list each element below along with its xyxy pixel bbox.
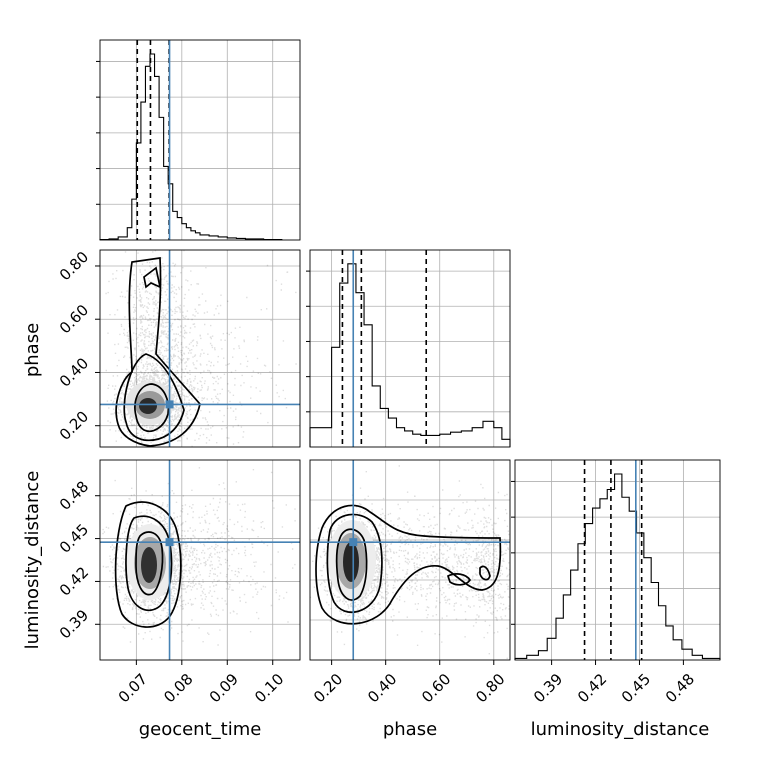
- scatter-phase-distance-contour-0: [315, 504, 502, 625]
- scatter-time-phase-truth-marker: [165, 400, 174, 409]
- hist-geocent-time-bin-19: [200, 235, 209, 240]
- hist-phase-bin-2: [332, 347, 340, 447]
- hist-geocent-time-bin-18: [195, 233, 200, 240]
- hist-phase-bin-14: [429, 435, 440, 447]
- scatter-time-distance-density-2: [141, 547, 157, 583]
- hist-luminosity-distance-bin-22: [692, 655, 702, 660]
- scatter-time-distance-contour-1: [125, 515, 173, 612]
- y-axis-label-luminosity-distance: luminosity_distance: [22, 471, 43, 650]
- y-axis-label-phase: phase: [22, 323, 43, 377]
- hist-phase-bin-13: [421, 435, 429, 447]
- hist-geocent-time-bin-7: [145, 66, 150, 240]
- hist-luminosity-distance-bin-5: [563, 595, 570, 660]
- hist-geocent-time-bin-13: [173, 211, 178, 240]
- scatter-phase-distance-contour-3: [446, 573, 472, 586]
- scatter-time-phase-density-2: [139, 398, 157, 414]
- hist-phase-frame: [309, 249, 511, 448]
- scatter-phase-distance-truth-marker: [349, 538, 358, 547]
- scatter-time-phase-scatter-group: [100, 250, 297, 447]
- hist-geocent-time-frame: [99, 39, 301, 241]
- hist-phase-bin-19: [483, 421, 494, 447]
- hist-phase-bin-3: [340, 283, 348, 447]
- scatter-phase-distance-contour-1: [326, 513, 383, 613]
- scatter-time-distance-frame: [99, 459, 301, 661]
- hist-geocent-time-bin-9: [155, 76, 160, 240]
- panels: 0.39 0.42 0.45 0.480.200.400.600.800.390.42…: [56, 39, 721, 706]
- hist-luminosity-distance-bin-4: [556, 618, 563, 660]
- hist-luminosity-distance-bin-10: [600, 499, 607, 660]
- hist-luminosity-distance-bin-1: [527, 655, 539, 660]
- hist-phase-bin-8: [380, 408, 388, 447]
- hist-phase-bin-7: [372, 386, 380, 447]
- hist-geocent-time-bin-16: [186, 228, 191, 240]
- hist-phase-bin-11: [405, 431, 413, 447]
- hist-luminosity-distance-bin-19: [666, 626, 673, 660]
- scatter-time-distance-truth-marker: [165, 538, 174, 547]
- hist-geocent-time-bin-15: [182, 224, 187, 240]
- hist-phase-bin-12: [413, 434, 421, 447]
- hist-geocent-time-bin-6: [141, 102, 146, 240]
- hist-phase-bin-21: [502, 439, 510, 447]
- hist-phase-bin-15: [440, 434, 451, 447]
- hist-phase-step-line: [309, 263, 511, 447]
- hist-phase-bin-16: [451, 432, 462, 447]
- hist-luminosity-distance-background: [515, 460, 720, 660]
- hist-phase-bin-4: [348, 264, 356, 447]
- scatter-time-phase-contour-2: [134, 383, 170, 433]
- scatter-time-phase-contour-1: [123, 353, 185, 442]
- x-axis-label-phase: phase: [383, 719, 437, 740]
- hist-geocent-time-step-line: [99, 53, 283, 241]
- x-axis-label-geocent-time: geocent_time: [139, 719, 262, 740]
- hist-luminosity-distance-bin-8: [585, 524, 592, 660]
- hist-phase-bin-1: [321, 428, 332, 447]
- hist-phase-bin-9: [388, 418, 396, 447]
- hist-luminosity-distance-bin-12: [615, 474, 622, 660]
- hist-phase-bin-10: [396, 428, 404, 447]
- hist-geocent-time-bin-11: [164, 166, 169, 240]
- hist-geocent-time-bin-17: [191, 231, 196, 240]
- hist-geocent-time-bin-10: [159, 117, 164, 240]
- hist-geocent-time-bin-3: [127, 228, 132, 240]
- scatter-phase-distance-density-2: [343, 542, 359, 582]
- hist-phase-bin-20: [494, 428, 502, 447]
- hist-luminosity-distance-bin-15: [637, 533, 644, 660]
- hist-luminosity-distance-step-line: [514, 473, 721, 660]
- hist-phase-bin-17: [461, 431, 472, 447]
- hist-luminosity-distance-bin-3: [547, 638, 556, 660]
- hist-geocent-time-bin-20: [209, 236, 218, 240]
- scatter-phase-distance-samples: [310, 465, 510, 659]
- hist-phase-bin-18: [472, 428, 483, 447]
- hist-phase-bin-0: [310, 428, 321, 447]
- scatter-phase-distance-scatter-group: [310, 465, 510, 659]
- hist-luminosity-distance-bin-18: [659, 606, 666, 660]
- hist-geocent-time-bin-14: [177, 218, 182, 240]
- hist-luminosity-distance-frame: [514, 459, 721, 661]
- hist-luminosity-distance-bin-20: [673, 640, 682, 660]
- hist-geocent-time-bin-4: [132, 199, 137, 240]
- scatter-time-phase-frame: [99, 249, 301, 448]
- hist-luminosity-distance-bin-2: [538, 651, 547, 660]
- x-axis-label-luminosity-distance: luminosity_distance: [531, 719, 710, 740]
- hist-geocent-time-background: [100, 40, 300, 240]
- hist-phase-bin-6: [364, 325, 372, 447]
- hist-luminosity-distance-bin-16: [644, 558, 651, 660]
- hist-luminosity-distance-bin-9: [593, 508, 600, 660]
- hist-luminosity-distance-bin-13: [622, 497, 629, 660]
- scatter-time-distance-contour-2: [135, 531, 164, 596]
- scatter-phase-distance-contour-4: [479, 565, 491, 581]
- scatter-phase-distance-contour-2: [335, 528, 368, 601]
- hist-luminosity-distance-bin-17: [651, 583, 658, 661]
- hist-luminosity-distance-bin-6: [571, 570, 578, 660]
- scatter-time-phase-contour-3: [143, 266, 162, 289]
- scatter-phase-distance-frame: [309, 459, 511, 661]
- hist-phase-bin-5: [356, 293, 364, 447]
- hist-luminosity-distance-bin-21: [682, 649, 692, 660]
